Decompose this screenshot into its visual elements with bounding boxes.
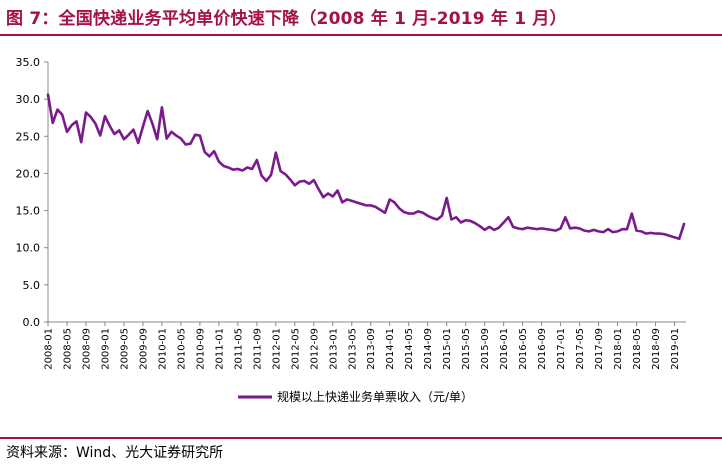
- x-tick-label: 2008-09: [81, 328, 92, 370]
- x-tick-label: 2019-01: [670, 328, 681, 370]
- x-tick-label: 2009-01: [100, 328, 111, 370]
- y-tick-label: 10.0: [16, 242, 41, 255]
- x-tick-label: 2010-09: [195, 328, 206, 370]
- figure-title: 图 7：全国快递业务平均单价快速下降（2008 年 1 月-2019 年 1 月…: [6, 9, 567, 29]
- source-rule: [0, 437, 722, 439]
- y-tick-label: 30.0: [16, 93, 41, 106]
- x-tick-label: 2013-05: [347, 328, 358, 370]
- x-tick-label: 2012-01: [271, 328, 282, 370]
- x-tick-label: 2008-05: [62, 328, 73, 370]
- x-tick-label: 2008-01: [44, 328, 55, 370]
- x-tick-label: 2010-05: [176, 328, 187, 370]
- x-tick-label: 2017-09: [594, 328, 605, 370]
- x-tick-label: 2011-01: [214, 328, 225, 370]
- x-tick-label: 2014-09: [423, 328, 434, 370]
- x-tick-label: 2009-09: [138, 328, 149, 370]
- x-tick-label: 2015-09: [480, 328, 491, 370]
- x-tick-label: 2018-09: [651, 328, 662, 370]
- x-tick-label: 2015-01: [442, 328, 453, 370]
- y-tick-label: 25.0: [16, 130, 41, 143]
- x-tick-label: 2011-09: [252, 328, 263, 370]
- y-tick-label: 15.0: [16, 205, 41, 218]
- y-tick-label: 5.0: [23, 279, 41, 292]
- y-tick-label: 35.0: [16, 56, 41, 69]
- title-rule: [0, 34, 722, 36]
- x-tick-label: 2014-01: [385, 328, 396, 370]
- x-tick-label: 2009-05: [119, 328, 130, 370]
- legend: 规模以上快递业务单票收入（元/单）: [238, 389, 473, 404]
- x-tick-label: 2013-09: [366, 328, 377, 370]
- y-axis: 0.0 5.0 10.0 15.0 20.0 25.0 30.0 35.0: [16, 56, 49, 329]
- x-tick-label: 2014-05: [404, 328, 415, 370]
- x-tick-label: 2017-01: [556, 328, 567, 370]
- x-tick-label: 2017-05: [575, 328, 586, 370]
- y-tick-label: 0.0: [23, 316, 41, 329]
- x-tick-label: 2016-09: [537, 328, 548, 370]
- x-tick-label: 2018-01: [613, 328, 624, 370]
- x-tick-label: 2015-05: [461, 328, 472, 370]
- x-tick-label: 2018-05: [632, 328, 643, 370]
- source-note: 资料来源：Wind、光大证券研究所: [6, 445, 224, 461]
- series-line: [46, 93, 686, 241]
- x-tick-label: 2016-01: [499, 328, 510, 370]
- y-tick-label: 20.0: [16, 167, 41, 180]
- x-tick-label: 2010-01: [157, 328, 168, 370]
- x-tick-label: 2016-05: [518, 328, 529, 370]
- x-tick-label: 2012-05: [290, 328, 301, 370]
- x-axis: 2008-01 2008-05 2008-09 2009-01 2009-05 2009-…: [44, 321, 686, 370]
- x-tick-label: 2012-09: [309, 328, 320, 370]
- x-tick-label: 2013-01: [328, 328, 339, 370]
- x-tick-label: 2011-05: [233, 328, 244, 370]
- legend-label: 规模以上快递业务单票收入（元/单）: [277, 389, 473, 404]
